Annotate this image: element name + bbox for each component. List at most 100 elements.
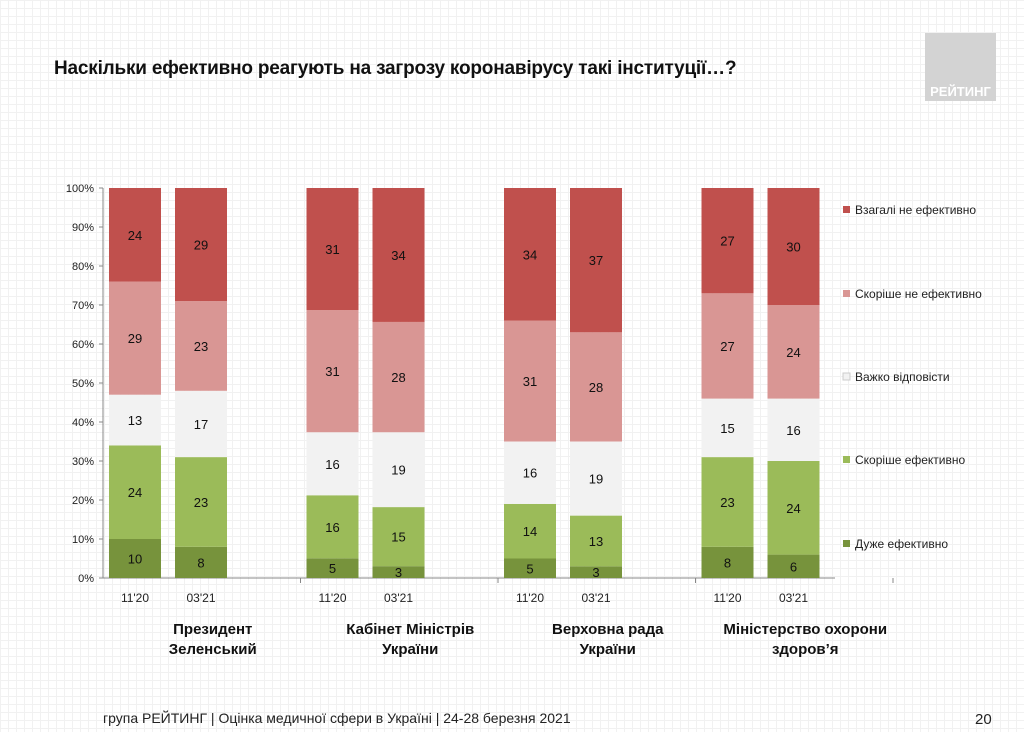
y-tick-label: 10% [72,534,94,546]
bar-segment [701,188,754,294]
data-label: 19 [391,463,405,478]
data-label: 16 [786,423,800,438]
data-label: 37 [589,253,603,268]
data-label: 27 [720,234,734,249]
bar-label: 03'21 [187,591,216,605]
bar-segment [570,515,622,567]
bar-segment [504,503,556,559]
data-label: 23 [194,495,208,510]
bar-segment [306,432,359,496]
bar-segment [109,445,161,539]
y-tick-label: 60% [72,339,94,351]
bar-segment [767,398,820,461]
legend-swatch [843,206,850,213]
bar-label: 11'20 [516,591,544,605]
bar-label: 11'20 [713,591,741,605]
bar-label: 11'20 [121,591,149,605]
y-tick-label: 80% [72,261,94,273]
bar-segment [701,457,754,547]
bar-segment [701,398,754,458]
data-label: 28 [391,370,405,385]
group-label: Кабінет Міністрів [346,621,474,638]
data-label: 17 [194,417,208,432]
bar-segment [306,310,359,433]
legend-label: Взагалі не ефективно [855,203,976,217]
page-title: Наскільки ефективно реагують на загрозу … [54,58,737,79]
group-label: Зеленський [169,641,257,658]
legend-label: Дуже ефективно [855,537,948,551]
data-label: 15 [720,421,734,436]
legend-label: Важко відповісти [855,370,950,384]
bar-segment [175,546,227,578]
bar-segment [372,432,425,508]
data-label: 29 [128,331,142,346]
bar-segment [175,457,227,547]
logo-text: РЕЙТИНГ [930,84,991,99]
data-label: 24 [128,228,142,243]
data-label: 29 [194,238,208,253]
y-tick-label: 0% [78,573,94,585]
data-label: 23 [720,495,734,510]
data-label: 31 [325,242,339,257]
y-tick-label: 90% [72,222,94,234]
y-tick-label: 50% [72,378,94,390]
bar-segment [570,188,622,333]
group-label: здоров’я [772,641,839,658]
bar-label: 03'21 [779,591,808,605]
data-label: 5 [329,561,336,576]
bar-segment [504,188,556,321]
y-tick-label: 40% [72,417,94,429]
legend-swatch [843,290,850,297]
data-label: 30 [786,240,800,255]
bar-segment [504,320,556,442]
bar-segment [109,394,161,446]
bar-segment [570,566,622,578]
data-label: 6 [790,559,797,574]
data-label: 19 [589,472,603,487]
data-label: 14 [523,524,537,539]
bar-segment [570,441,622,516]
bar-segment [767,461,820,555]
legend-label: Скоріше ефективно [855,453,966,467]
data-label: 34 [523,247,537,262]
y-tick-label: 20% [72,495,94,507]
y-tick-label: 100% [66,183,94,195]
data-label: 8 [724,555,731,570]
data-label: 8 [197,555,204,570]
data-label: 16 [325,457,339,472]
group-label: Міністерство охорони [723,621,887,638]
bar-segment [306,188,359,311]
data-label: 34 [391,248,405,263]
data-label: 3 [592,565,599,580]
bar-segment [372,566,425,578]
bar-segment [372,321,425,433]
data-label: 24 [786,501,800,516]
y-tick-label: 30% [72,456,94,468]
data-label: 28 [589,380,603,395]
group-label: України [382,641,438,658]
page-number: 20 [975,711,992,728]
data-label: 31 [523,374,537,389]
bar-segment [175,390,227,458]
group-label: Президент [173,621,252,638]
rating-logo: РЕЙТИНГ [925,33,996,101]
bar-segment [767,305,820,399]
bar-segment [372,188,425,322]
legend-label: Скоріше не ефективно [855,287,982,301]
bar-segment [701,546,754,578]
bar-label: 03'21 [582,591,611,605]
group-label: України [580,641,636,658]
bar-segment [767,188,820,305]
bar-label: 11'20 [318,591,346,605]
bar-segment [109,281,161,395]
legend-swatch [842,372,851,381]
data-label: 27 [720,339,734,354]
bar-segment [306,495,359,559]
data-label: 16 [325,520,339,535]
bar-segment [109,188,161,282]
group-label: Верховна рада [552,621,664,638]
bar-segment [372,507,425,567]
data-label: 24 [128,485,142,500]
bar-segment [109,539,161,578]
